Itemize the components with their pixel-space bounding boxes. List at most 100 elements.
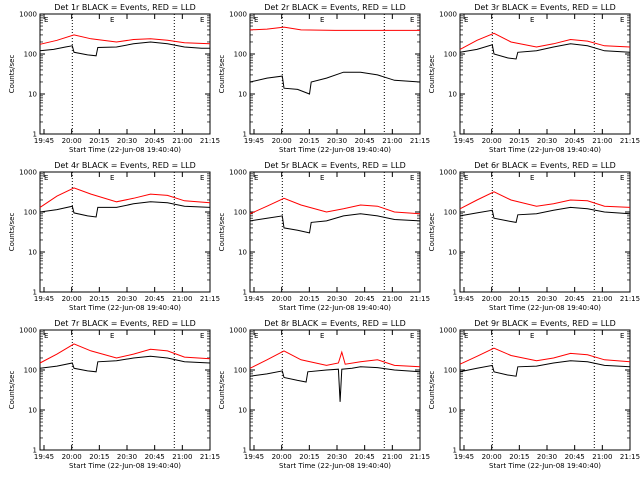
x-tick-label: 21:15 bbox=[620, 137, 640, 145]
x-tick-label: 20:15 bbox=[509, 137, 529, 145]
top-marker-label: E bbox=[320, 16, 324, 24]
top-marker-label: E bbox=[200, 174, 204, 182]
plot-frame bbox=[249, 329, 421, 451]
x-tick-label: 19:45 bbox=[34, 137, 54, 145]
chart-title: Det 9r BLACK = Events, RED = LLD bbox=[474, 319, 616, 328]
plot-frame bbox=[39, 171, 211, 293]
x-tick-label: 20:30 bbox=[327, 137, 347, 145]
events-series-line bbox=[459, 360, 631, 377]
y-tick-label: 100 bbox=[24, 367, 37, 375]
top-marker-label: E bbox=[530, 16, 534, 24]
plot-frame bbox=[249, 171, 421, 293]
y-axis-label: Counts/sec bbox=[428, 55, 436, 94]
events-series-line bbox=[249, 366, 421, 402]
y-tick-label: 10 bbox=[28, 91, 37, 99]
x-tick-label: 21:15 bbox=[200, 295, 220, 303]
x-tick-label: 21:00 bbox=[172, 137, 192, 145]
y-axis-label: Counts/sec bbox=[8, 213, 16, 252]
y-tick-label: 10 bbox=[238, 91, 247, 99]
x-tick-label: 20:00 bbox=[272, 137, 292, 145]
x-tick-label: 20:00 bbox=[62, 453, 82, 461]
y-tick-label: 1 bbox=[243, 447, 247, 455]
top-marker-label: E bbox=[530, 332, 534, 340]
y-tick-label: 1 bbox=[33, 289, 37, 297]
x-tick-label: 20:45 bbox=[565, 295, 585, 303]
x-tick-label: 20:30 bbox=[537, 137, 557, 145]
x-tick-label: 21:00 bbox=[172, 453, 192, 461]
x-tick-label: 20:15 bbox=[299, 295, 319, 303]
top-marker-label: E bbox=[200, 332, 204, 340]
y-axis-label: Counts/sec bbox=[218, 371, 226, 410]
y-tick-label: 100 bbox=[234, 51, 247, 59]
top-marker-label: E bbox=[620, 16, 624, 24]
x-tick-label: 21:00 bbox=[382, 453, 402, 461]
y-tick-label: 1000 bbox=[439, 11, 457, 19]
top-marker-label: E bbox=[254, 332, 258, 340]
y-tick-label: 10 bbox=[28, 407, 37, 415]
top-marker-label: E bbox=[110, 174, 114, 182]
x-tick-label: 19:45 bbox=[244, 453, 264, 461]
chart-title: Det 2r BLACK = Events, RED = LLD bbox=[264, 3, 406, 12]
y-tick-label: 1000 bbox=[229, 327, 247, 335]
lld-series-line bbox=[459, 191, 631, 210]
x-tick-label: 20:15 bbox=[299, 453, 319, 461]
x-tick-label: 20:45 bbox=[145, 453, 165, 461]
lld-series-line bbox=[249, 350, 421, 369]
y-tick-label: 1 bbox=[453, 289, 457, 297]
top-marker-label: E bbox=[110, 332, 114, 340]
y-tick-label: 1 bbox=[243, 289, 247, 297]
x-tick-label: 20:45 bbox=[565, 137, 585, 145]
y-tick-label: 100 bbox=[444, 209, 457, 217]
chart-title: Det 6r BLACK = Events, RED = LLD bbox=[474, 161, 616, 170]
x-tick-label: 20:15 bbox=[89, 295, 109, 303]
top-marker-label: E bbox=[44, 174, 48, 182]
y-tick-label: 1000 bbox=[439, 169, 457, 177]
chart-panel: Det 1r BLACK = Events, RED = LLD 1 10 100 10… bbox=[8, 3, 220, 154]
x-tick-label: 20:15 bbox=[89, 453, 109, 461]
y-tick-label: 1000 bbox=[19, 169, 37, 177]
x-tick-label: 20:30 bbox=[537, 453, 557, 461]
chart-panel: Det 3r BLACK = Events, RED = LLD 1 10 100 10… bbox=[428, 3, 640, 154]
x-tick-label: 20:15 bbox=[299, 137, 319, 145]
y-tick-label: 1 bbox=[453, 447, 457, 455]
x-axis-label: Start Time (22-Jun-08 19:40:40) bbox=[489, 304, 601, 312]
y-axis-label: Counts/sec bbox=[428, 371, 436, 410]
x-tick-label: 20:30 bbox=[117, 453, 137, 461]
y-tick-label: 1000 bbox=[229, 169, 247, 177]
x-tick-label: 20:15 bbox=[89, 137, 109, 145]
x-tick-label: 21:00 bbox=[172, 295, 192, 303]
events-series-line bbox=[39, 201, 211, 218]
x-tick-label: 19:45 bbox=[454, 137, 474, 145]
x-axis-label: Start Time (22-Jun-08 19:40:40) bbox=[279, 462, 391, 470]
chart-title: Det 7r BLACK = Events, RED = LLD bbox=[54, 319, 196, 328]
x-tick-label: 21:15 bbox=[200, 453, 220, 461]
y-tick-label: 100 bbox=[24, 209, 37, 217]
lld-series-line bbox=[39, 187, 211, 208]
x-tick-label: 20:45 bbox=[565, 453, 585, 461]
plot-frame bbox=[459, 171, 631, 293]
x-tick-label: 19:45 bbox=[454, 453, 474, 461]
top-marker-label: E bbox=[464, 16, 468, 24]
x-axis-label: Start Time (22-Jun-08 19:40:40) bbox=[69, 146, 181, 154]
lld-series-line bbox=[249, 26, 420, 31]
x-tick-label: 20:00 bbox=[482, 295, 502, 303]
x-tick-label: 21:00 bbox=[592, 453, 612, 461]
x-tick-label: 21:15 bbox=[620, 453, 640, 461]
y-axis-label: Counts/sec bbox=[218, 213, 226, 252]
x-tick-label: 21:00 bbox=[382, 295, 402, 303]
y-axis-label: Counts/sec bbox=[8, 371, 16, 410]
y-axis-label: Counts/sec bbox=[218, 55, 226, 94]
x-tick-label: 19:45 bbox=[454, 295, 474, 303]
x-tick-label: 20:00 bbox=[272, 453, 292, 461]
x-axis-label: Start Time (22-Jun-08 19:40:40) bbox=[489, 462, 601, 470]
plot-frame bbox=[249, 13, 421, 135]
lld-series-line bbox=[249, 197, 421, 215]
y-tick-label: 1 bbox=[33, 131, 37, 139]
top-marker-label: E bbox=[464, 174, 468, 182]
top-marker-label: E bbox=[254, 16, 258, 24]
x-tick-label: 21:00 bbox=[592, 137, 612, 145]
y-axis-label: Counts/sec bbox=[8, 55, 16, 94]
x-tick-label: 20:00 bbox=[482, 453, 502, 461]
top-marker-label: E bbox=[254, 174, 258, 182]
x-axis-label: Start Time (22-Jun-08 19:40:40) bbox=[279, 146, 391, 154]
